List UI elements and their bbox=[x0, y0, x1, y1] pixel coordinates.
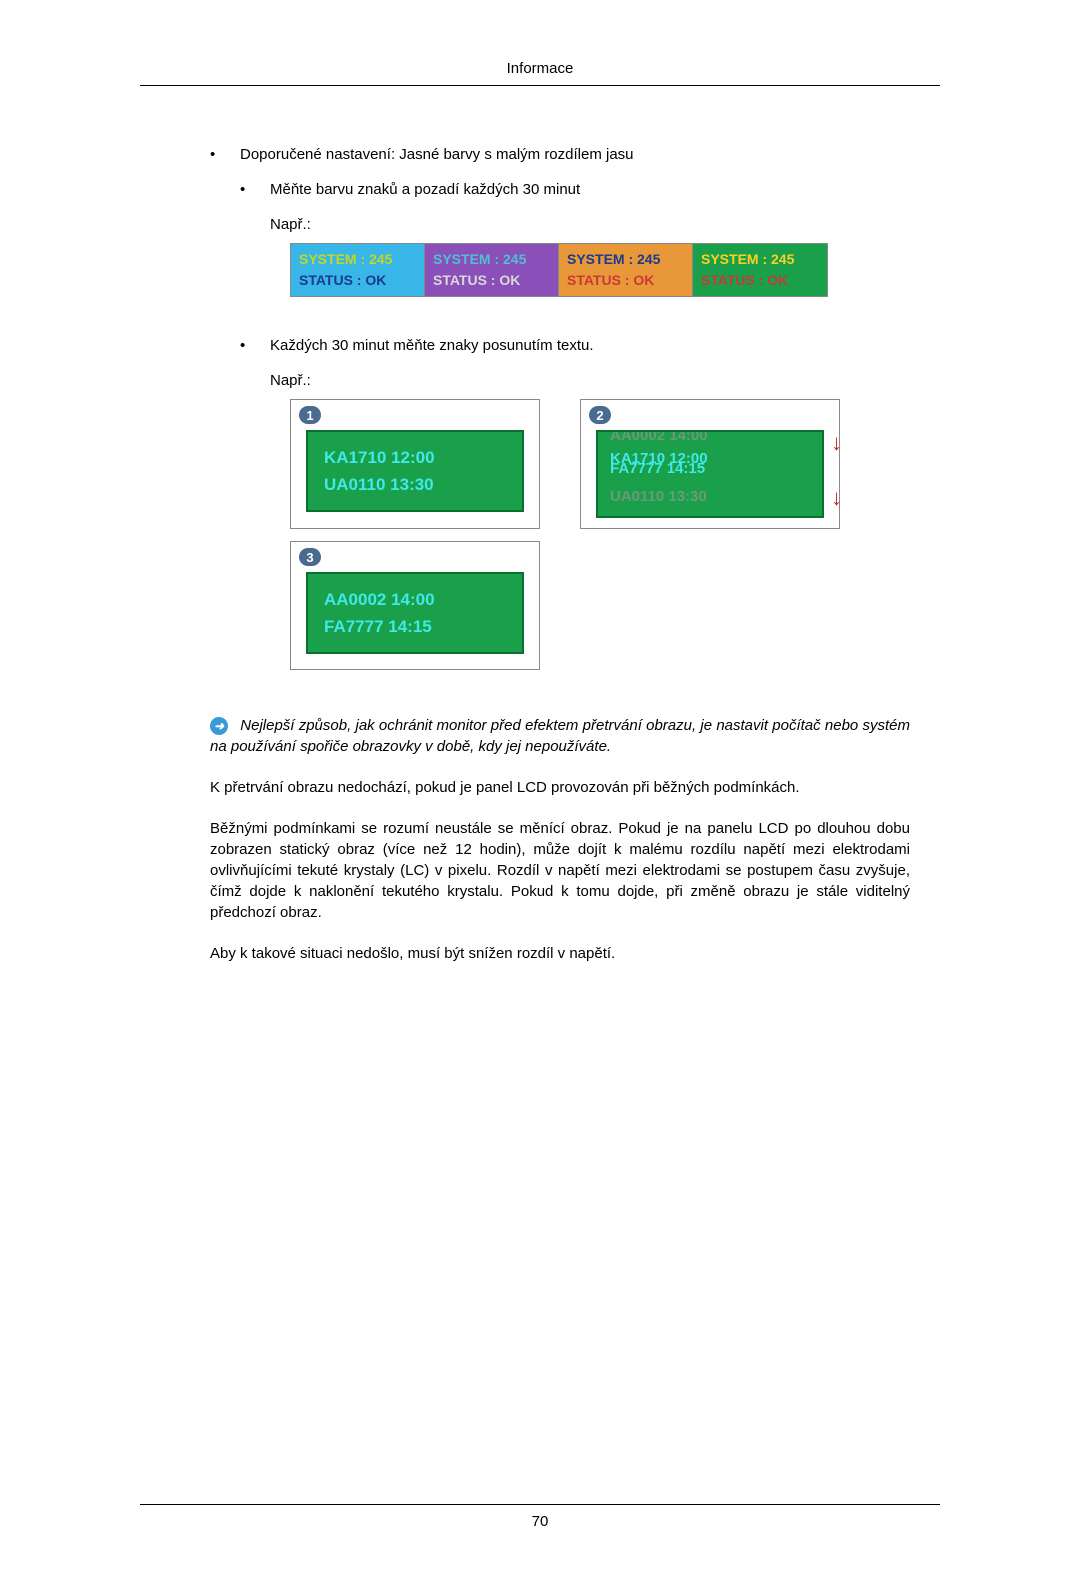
d1-line2: UA0110 13:30 bbox=[324, 471, 506, 498]
diagram-inner-2: AA0002 14:00 KA1710 12:00 FA7777 14:15 U… bbox=[596, 430, 824, 518]
bullet-text: Každých 30 minut měňte znaky posunutím t… bbox=[270, 337, 594, 354]
bullet-text: Doporučené nastavení: Jasné barvy s malý… bbox=[240, 146, 634, 163]
color-box-4: SYSTEM : 245 STATUS : OK bbox=[693, 244, 827, 296]
d2-faded-top: AA0002 14:00 bbox=[610, 430, 818, 448]
scroll-content: AA0002 14:00 KA1710 12:00 FA7777 14:15 U… bbox=[610, 430, 818, 509]
color-box-3: SYSTEM : 245 STATUS : OK bbox=[559, 244, 693, 296]
example-label-2: Např.: bbox=[210, 372, 910, 389]
bullet-sub1: • Měňte barvu znaků a pozadí každých 30 … bbox=[210, 181, 910, 198]
diagram-inner-3: AA0002 14:00 FA7777 14:15 bbox=[306, 572, 524, 654]
note-paragraph: ➜ Nejlepší způsob, jak ochránit monitor … bbox=[210, 715, 910, 757]
cb3-line1: SYSTEM : 245 bbox=[567, 249, 684, 270]
bullet-sub2: • Každých 30 minut měňte znaky posunutím… bbox=[210, 337, 910, 354]
cb1-line2: STATUS : OK bbox=[299, 270, 416, 291]
cb2-line2: STATUS : OK bbox=[433, 270, 550, 291]
diagram-panel-3: 3 AA0002 14:00 FA7777 14:15 bbox=[290, 541, 540, 670]
badge-1: 1 bbox=[299, 406, 321, 424]
example-label-1: Např.: bbox=[210, 216, 910, 233]
arrow-down-icon: ↓ bbox=[831, 430, 842, 456]
badge-3: 3 bbox=[299, 548, 321, 566]
paragraph-3: Aby k takové situaci nedošlo, musí být s… bbox=[210, 943, 910, 964]
d3-line1: AA0002 14:00 bbox=[324, 586, 506, 613]
color-box-1: SYSTEM : 245 STATUS : OK bbox=[291, 244, 425, 296]
arrow-down-icon: ↓ bbox=[831, 485, 842, 511]
d2-faded-bot: UA0110 13:30 bbox=[610, 486, 818, 509]
badge-2: 2 bbox=[589, 406, 611, 424]
page-header: Informace bbox=[140, 60, 940, 86]
diagram-panel-1: 1 KA1710 12:00 UA0110 13:30 bbox=[290, 399, 540, 529]
paragraph-1: K přetrvání obrazu nedochází, pokud je p… bbox=[210, 777, 910, 798]
cb1-line1: SYSTEM : 245 bbox=[299, 249, 416, 270]
color-box-2: SYSTEM : 245 STATUS : OK bbox=[425, 244, 559, 296]
cb4-line1: SYSTEM : 245 bbox=[701, 249, 819, 270]
diagram-inner-1: KA1710 12:00 UA0110 13:30 bbox=[306, 430, 524, 512]
paragraph-2: Běžnými podmínkami se rozumí neustále se… bbox=[210, 818, 910, 923]
color-boxes-figure: SYSTEM : 245 STATUS : OK SYSTEM : 245 ST… bbox=[290, 243, 828, 297]
cb2-line1: SYSTEM : 245 bbox=[433, 249, 550, 270]
diagram-panel-2: 2 ↓ ↓ AA0002 14:00 KA1710 12:00 FA7777 1… bbox=[580, 399, 840, 529]
page-footer: 70 bbox=[140, 1504, 940, 1530]
note-icon: ➜ bbox=[210, 717, 228, 735]
bullet-main: • Doporučené nastavení: Jasné barvy s ma… bbox=[210, 146, 910, 163]
bullet-marker: • bbox=[210, 146, 240, 163]
cb3-line2: STATUS : OK bbox=[567, 270, 684, 291]
d2-line-b: FA7777 14:15 bbox=[610, 458, 705, 481]
note-text-content: Nejlepší způsob, jak ochránit monitor př… bbox=[210, 717, 910, 755]
bullet-marker: • bbox=[240, 181, 270, 198]
d3-line2: FA7777 14:15 bbox=[324, 613, 506, 640]
scroll-diagram: 1 KA1710 12:00 UA0110 13:30 2 ↓ ↓ AA0002… bbox=[290, 399, 840, 670]
bullet-marker: • bbox=[240, 337, 270, 354]
bullet-text: Měňte barvu znaků a pozadí každých 30 mi… bbox=[270, 181, 580, 198]
cb4-line2: STATUS : OK bbox=[701, 270, 819, 291]
d1-line1: KA1710 12:00 bbox=[324, 444, 506, 471]
